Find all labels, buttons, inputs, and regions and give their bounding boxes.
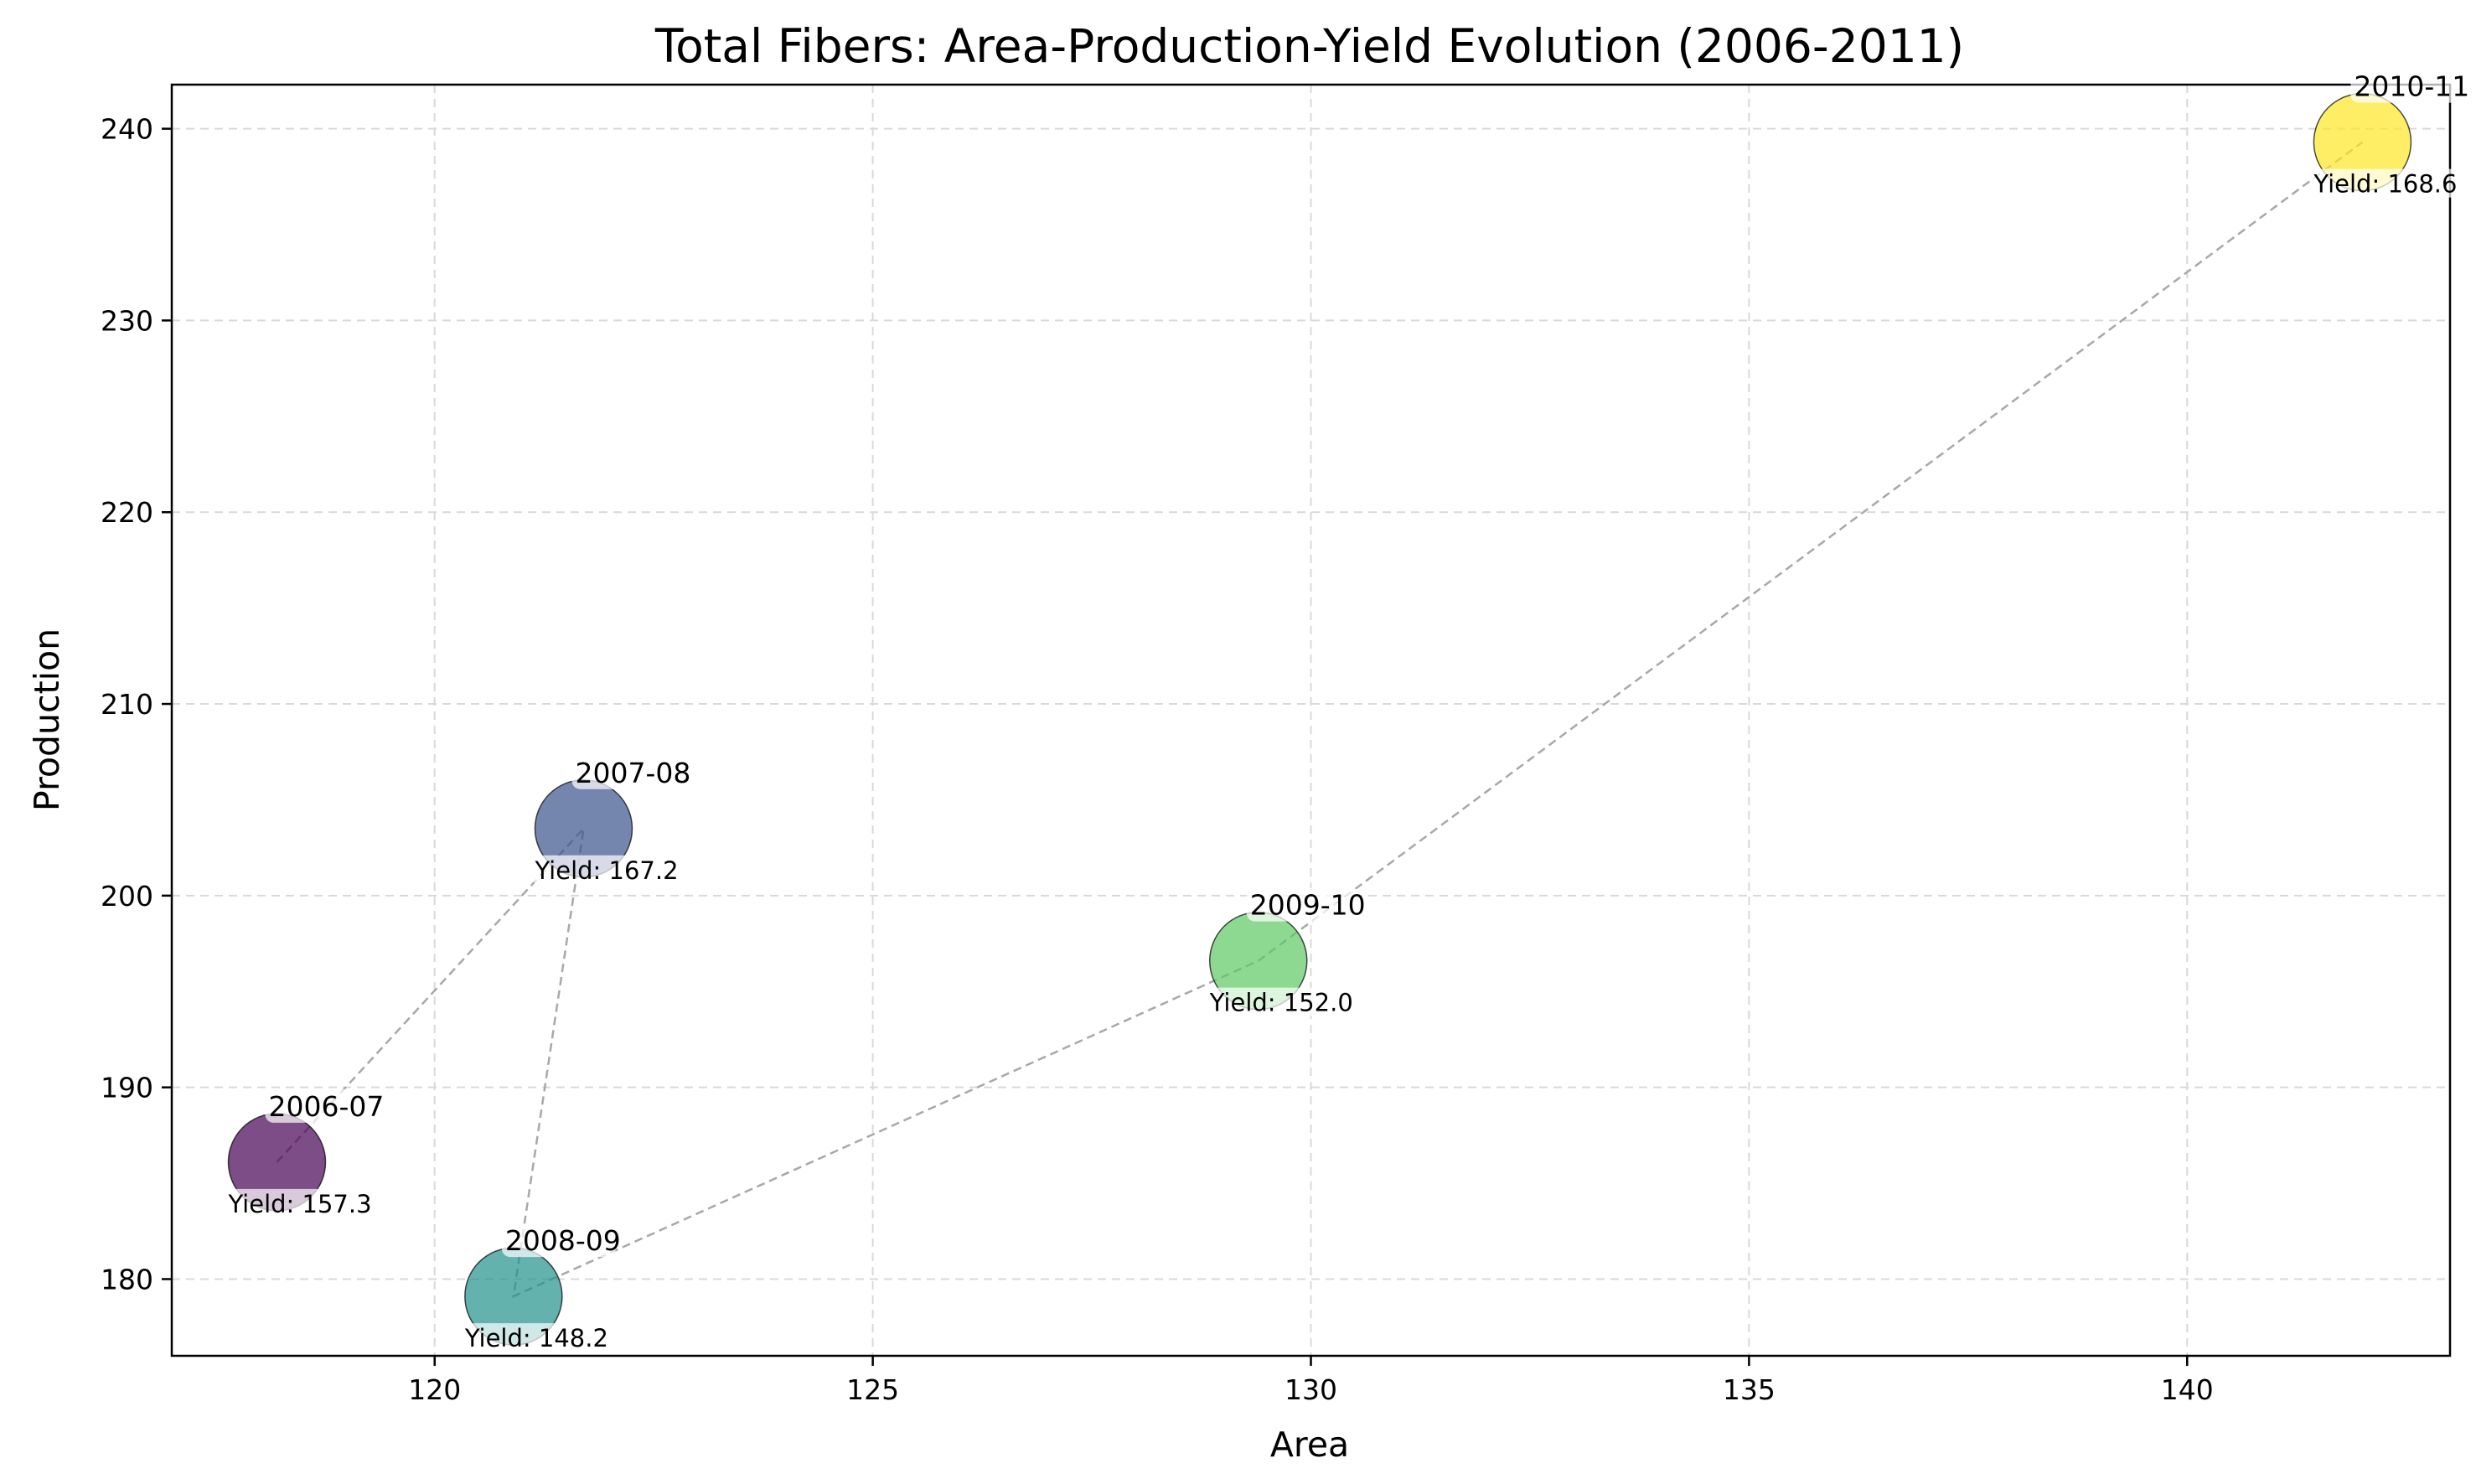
yield-label: Yield: 168.6 — [2313, 170, 2457, 199]
x-tick-label: 125 — [846, 1373, 899, 1406]
data-points — [227, 92, 2412, 1346]
chart-title: Total Fibers: Area-Production-Yield Evol… — [654, 19, 1964, 73]
point-label: 2006-07 — [268, 1090, 384, 1123]
y-tick-label: 210 — [101, 688, 153, 721]
point-labels: 2006-07 Yield: 157.3 2007-08 Yield: 167.2 20… — [225, 69, 2476, 1352]
x-tick-label: 130 — [1285, 1373, 1337, 1406]
yield-label: Yield: 157.3 — [227, 1190, 371, 1218]
yield-label-box — [531, 855, 705, 884]
yield-label: Yield: 148.2 — [464, 1324, 608, 1352]
point-label-box — [571, 755, 686, 789]
point-label-box — [265, 1088, 380, 1123]
y-tick-label: 230 — [101, 304, 153, 337]
point-label-box — [501, 1223, 616, 1258]
y-tick-label: 190 — [101, 1072, 153, 1104]
point-label: 2007-08 — [576, 757, 691, 789]
point-label: 2009-10 — [1250, 889, 1366, 922]
axis-ticks: 120 125 130 135 140 180 190 200 210 220 230 240 — [101, 113, 2214, 1406]
x-tick-label: 120 — [408, 1373, 461, 1406]
point-label-box — [2350, 69, 2465, 103]
y-axis-label: Production — [27, 628, 67, 811]
yield-label-box — [461, 1323, 634, 1352]
yield-label-box — [1206, 987, 1379, 1016]
y-tick-label: 240 — [101, 113, 153, 146]
x-tick-label: 135 — [1723, 1373, 1776, 1406]
yield-label: Yield: 167.2 — [535, 856, 679, 885]
point-label: 2010-11 — [2354, 70, 2469, 103]
point-label: 2008-09 — [505, 1224, 621, 1257]
y-tick-label: 180 — [101, 1263, 153, 1295]
x-tick-label: 140 — [2161, 1373, 2214, 1406]
yield-label-box — [225, 1188, 398, 1218]
y-tick-label: 220 — [101, 496, 153, 529]
grid — [172, 85, 2450, 1356]
y-tick-label: 200 — [101, 880, 153, 913]
point-label-box — [1246, 887, 1361, 922]
x-axis-label: Area — [1270, 1425, 1349, 1465]
yield-label-box — [2310, 168, 2476, 198]
yield-label: Yield: 152.0 — [1209, 989, 1353, 1017]
